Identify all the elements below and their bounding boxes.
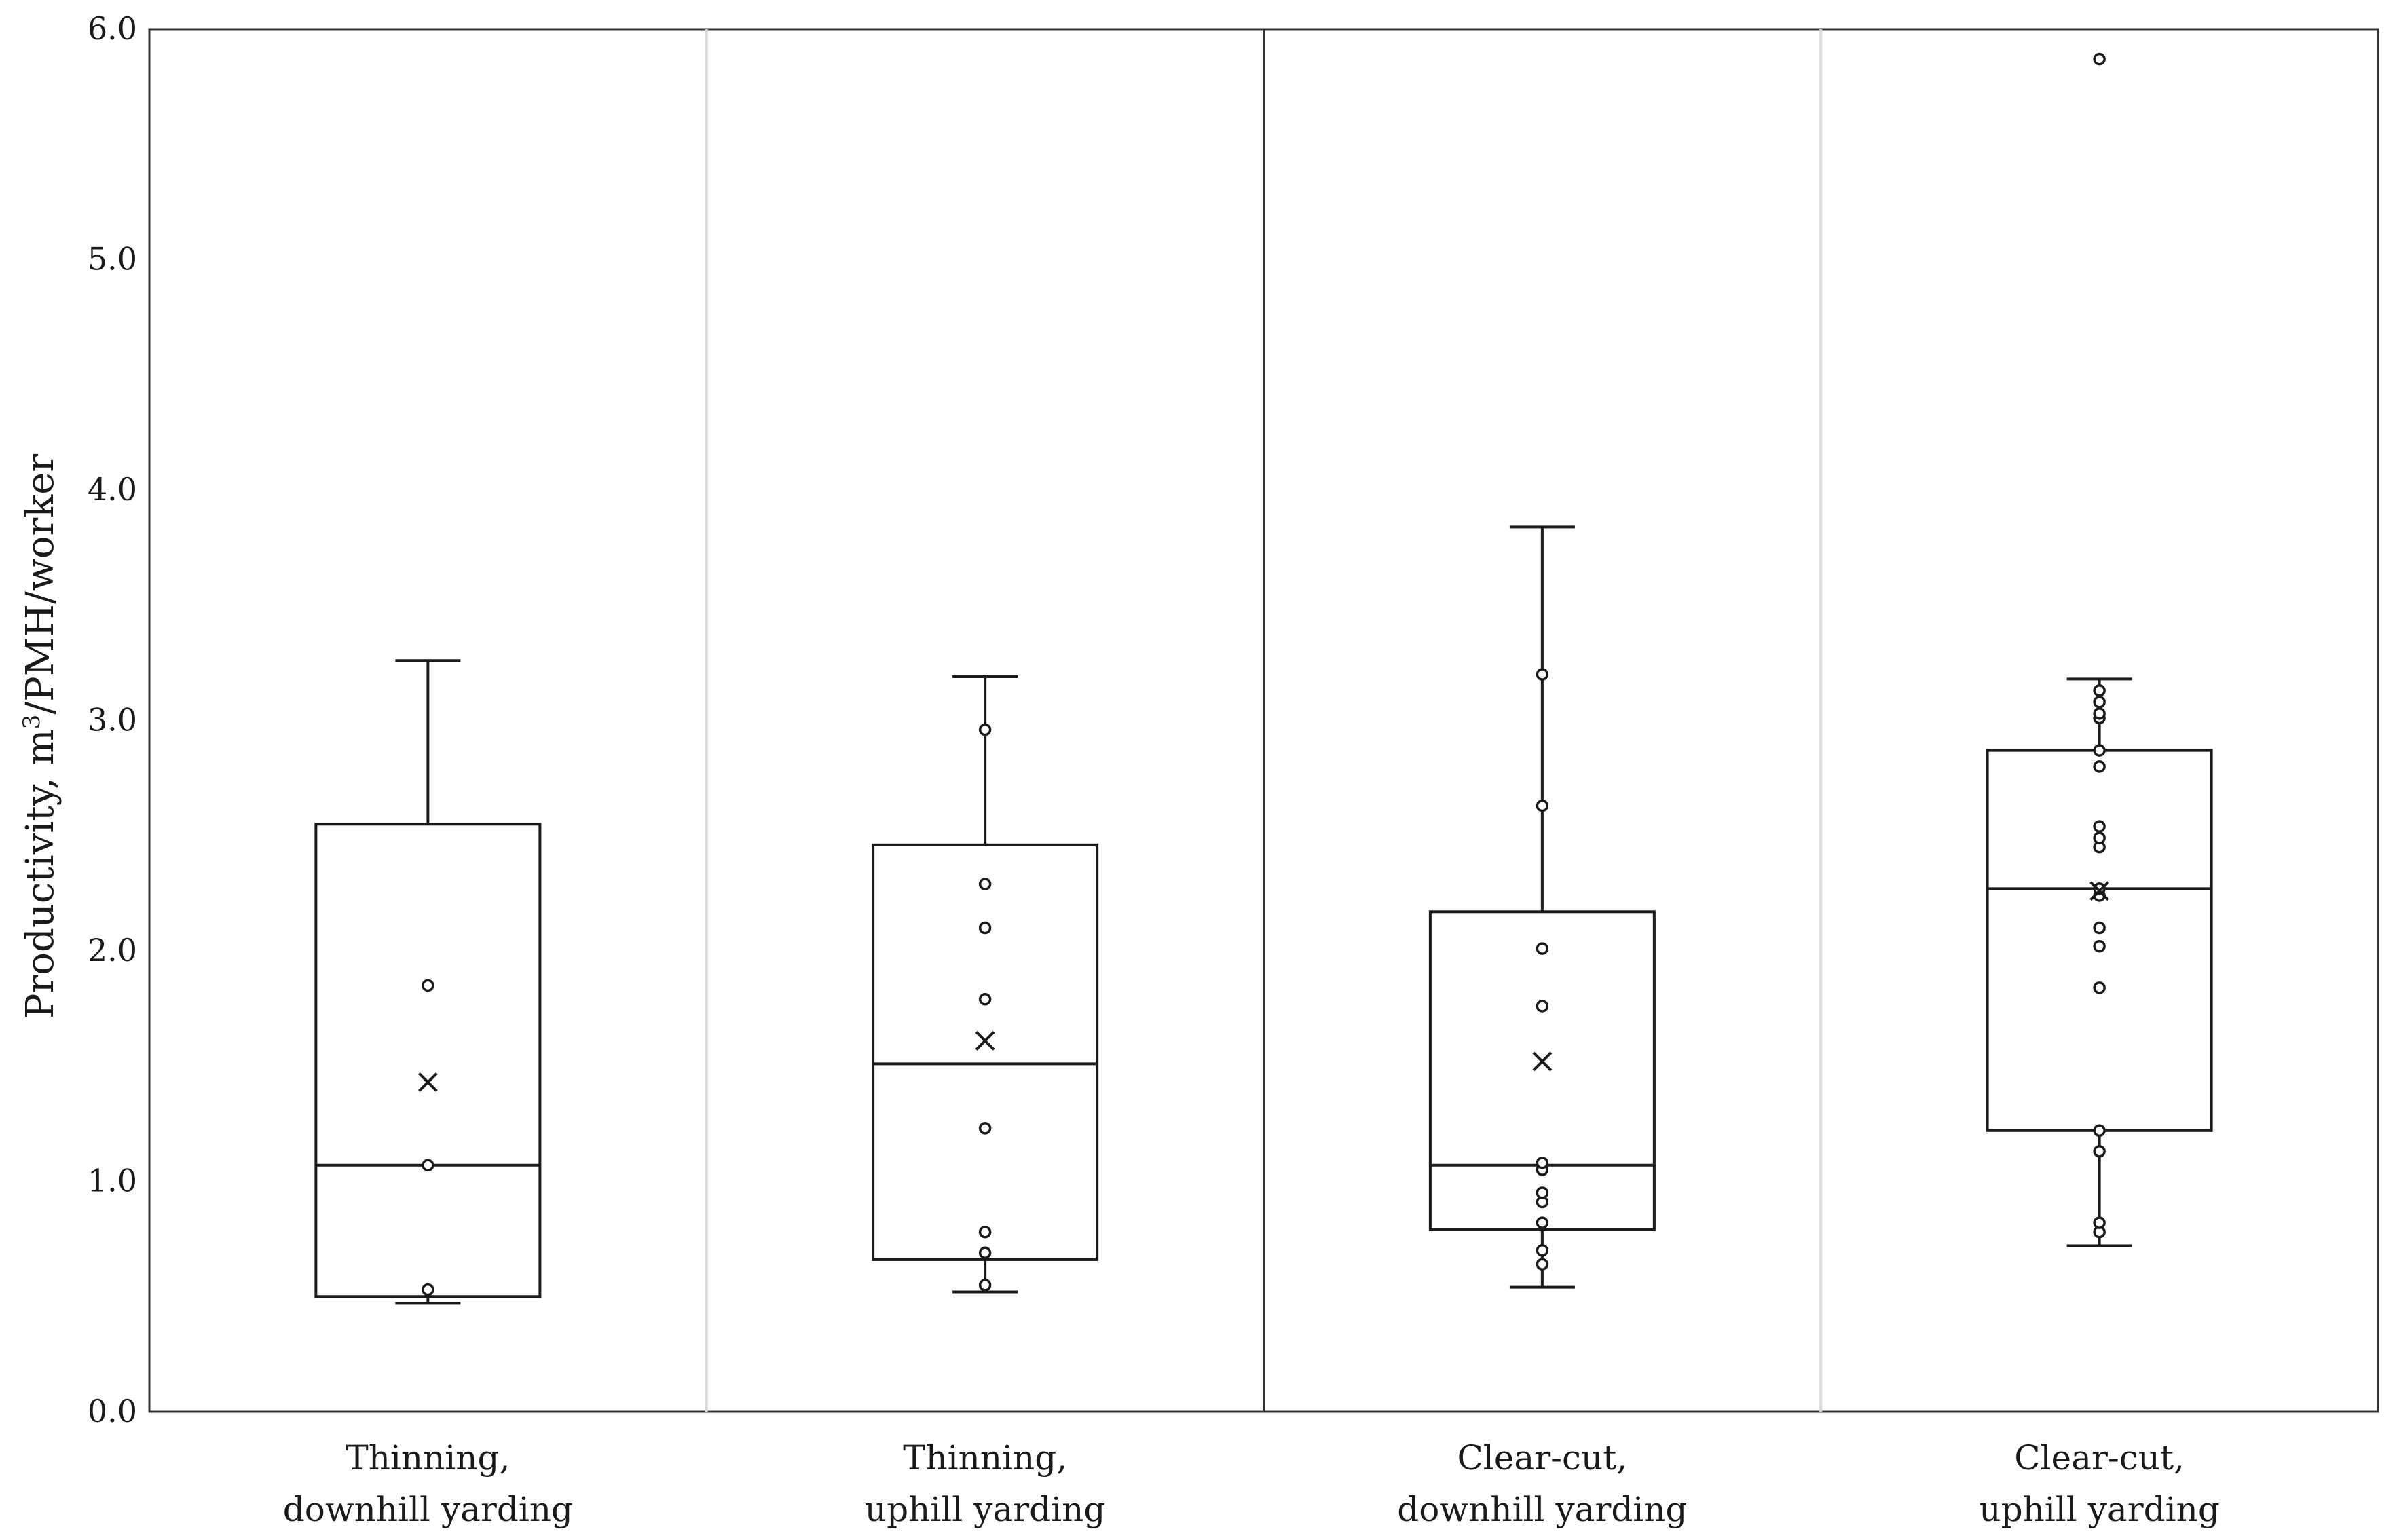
iqr-box [1428, 910, 1656, 1231]
data-point [1536, 1258, 1549, 1271]
data-point [978, 993, 992, 1006]
mean-marker-stroke [975, 1030, 995, 1051]
data-point [2093, 744, 2106, 757]
box-group [1986, 52, 2213, 1247]
data-point [2093, 1124, 2106, 1138]
data-point [2093, 981, 2106, 994]
data-point [978, 1246, 992, 1259]
y-tick-label: 3.0 [88, 702, 137, 738]
y-tick-label: 4.0 [88, 471, 137, 508]
y-tick-label: 6.0 [88, 10, 137, 47]
data-point [2093, 707, 2106, 720]
plot-background [148, 28, 2379, 1413]
y-tick-label: 1.0 [88, 1163, 137, 1199]
iqr-box [872, 843, 1099, 1261]
mean-marker-stroke [417, 1072, 438, 1092]
data-point [2093, 696, 2106, 709]
mean-marker-stroke [2089, 881, 2110, 901]
data-point [978, 1279, 992, 1292]
data-point [2093, 52, 2106, 66]
x-tick-label: uphill yarding [865, 1490, 1105, 1529]
mean-marker [417, 1072, 438, 1092]
data-point [1536, 799, 1549, 812]
y-tick-label: 5.0 [88, 241, 137, 278]
data-point [978, 1225, 992, 1239]
data-point [422, 1283, 434, 1296]
data-point [422, 979, 434, 992]
x-tick-label: uphill yarding [1979, 1490, 2219, 1529]
data-point [978, 878, 992, 890]
data-point [2093, 1145, 2106, 1158]
x-tick-label: Clear-cut, [1457, 1438, 1628, 1478]
data-point [2093, 921, 2106, 935]
x-tick-label: Thinning, [346, 1438, 510, 1478]
data-point [1536, 942, 1549, 955]
data-point [978, 723, 992, 736]
data-point [2093, 820, 2106, 833]
y-axis: 0.0 1.0 2.0 3.0 4.0 5.0 6.0 [88, 10, 137, 1429]
iqr-box [314, 823, 542, 1298]
data-point [978, 1122, 992, 1135]
data-point [2093, 831, 2106, 844]
data-point [2093, 760, 2106, 773]
data-point [978, 921, 992, 935]
mean-marker-stroke [1532, 1051, 1553, 1072]
x-axis: Thinning, downhill yarding Thinning, uphill… [283, 1438, 2220, 1529]
box-plot-marks [314, 52, 2213, 1305]
x-tick-label: Thinning, [903, 1438, 1067, 1478]
data-point [422, 1159, 434, 1171]
data-point [2093, 1216, 2106, 1229]
box-group [1428, 525, 1656, 1289]
x-tick-label: downhill yarding [1397, 1490, 1687, 1529]
y-axis-title: Productivity, m3/PMH/worker [18, 454, 62, 1019]
data-point [2093, 882, 2106, 895]
data-point [1536, 1244, 1549, 1257]
box-group [872, 675, 1099, 1294]
data-point [1536, 1216, 1549, 1229]
data-point [1536, 1186, 1549, 1199]
y-tick-label: 0.0 [88, 1393, 137, 1429]
box-group [314, 659, 542, 1305]
data-point [2093, 684, 2106, 697]
mean-marker [2089, 881, 2110, 901]
mean-marker [975, 1030, 995, 1051]
data-point [2093, 939, 2106, 953]
x-tick-label: Clear-cut, [2014, 1438, 2185, 1478]
y-tick-label: 2.0 [88, 932, 137, 969]
data-point [1536, 668, 1549, 681]
mean-marker [1532, 1051, 1553, 1072]
data-point [1536, 1000, 1549, 1013]
x-tick-label: downhill yarding [283, 1490, 573, 1529]
data-point [1536, 1157, 1549, 1169]
